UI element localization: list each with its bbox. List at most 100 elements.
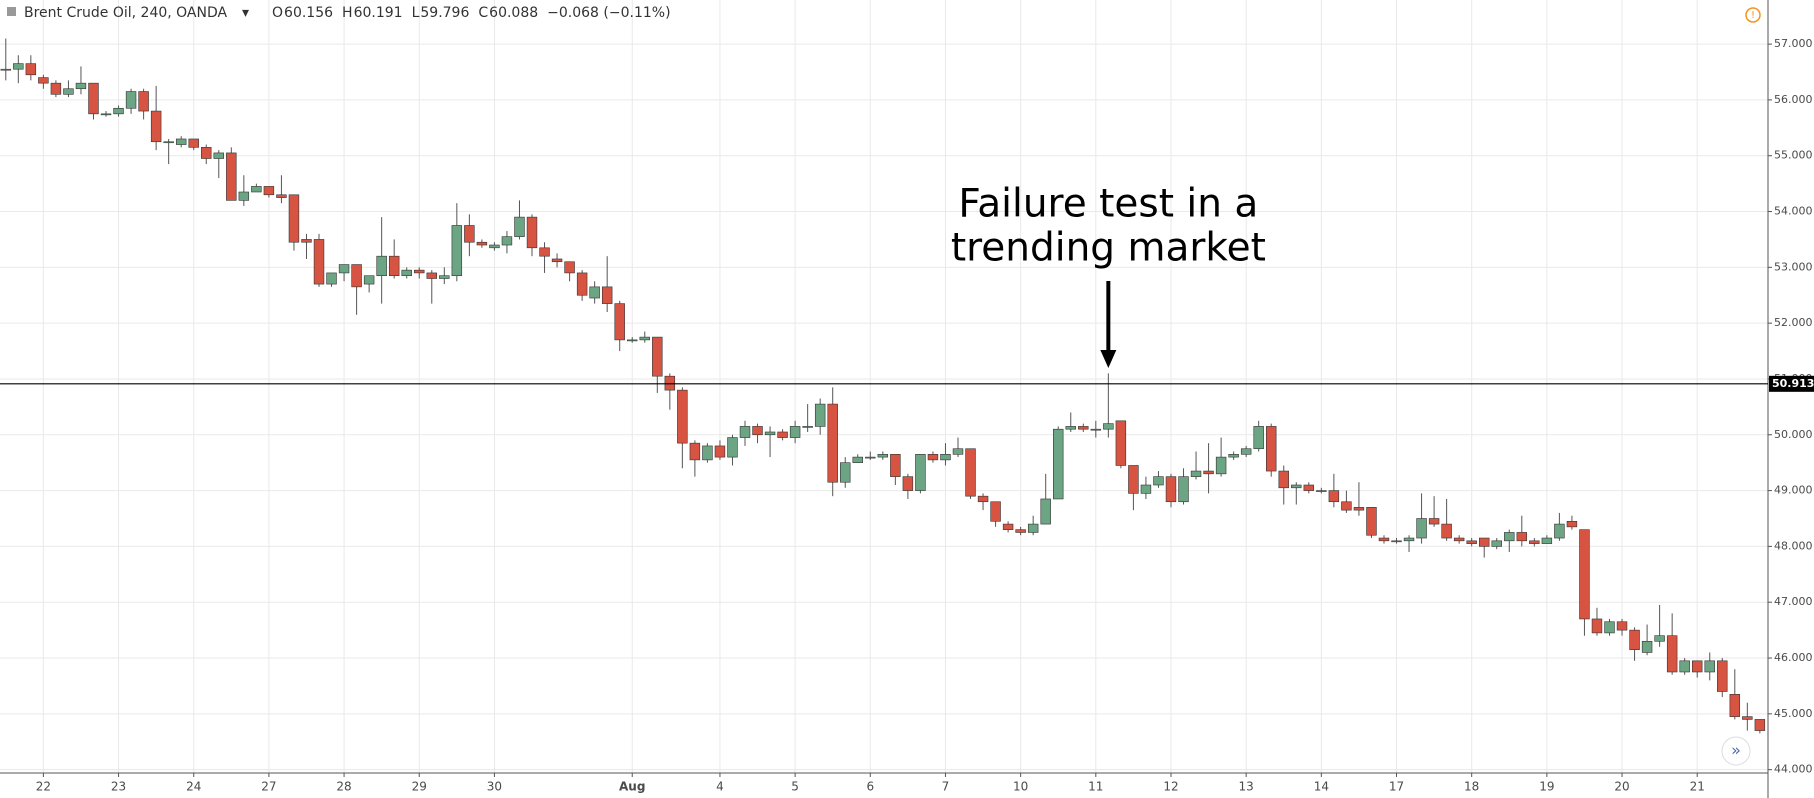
candle-body bbox=[890, 454, 901, 477]
candle-body bbox=[1729, 694, 1741, 717]
ohlc-value: 60.088 bbox=[489, 5, 538, 21]
candle-body bbox=[1654, 635, 1665, 642]
candle-body bbox=[251, 186, 262, 193]
y-tick-label: 48.000 bbox=[1774, 539, 1813, 552]
candle-body bbox=[376, 255, 387, 277]
x-tick-label: 19 bbox=[1539, 780, 1554, 794]
x-tick-label: 27 bbox=[261, 780, 276, 794]
candle-body bbox=[100, 113, 112, 116]
candle-body bbox=[401, 269, 412, 277]
candle-body bbox=[338, 264, 350, 274]
ohlc-label: C bbox=[478, 5, 488, 21]
candle-body bbox=[589, 286, 600, 299]
ohlc-label: L bbox=[412, 5, 420, 21]
candle-body bbox=[426, 272, 437, 279]
candle-body bbox=[689, 442, 701, 461]
candle-body bbox=[38, 77, 49, 84]
candle-body bbox=[877, 454, 889, 458]
alert-icon[interactable] bbox=[1745, 7, 1761, 23]
candle-body bbox=[1341, 501, 1352, 511]
candle-body bbox=[501, 236, 513, 246]
candle-body bbox=[1416, 518, 1427, 539]
candle-body bbox=[576, 272, 588, 296]
candle-body bbox=[1391, 540, 1402, 543]
symbol: Brent Crude Oil, 240, OANDA bbox=[24, 5, 228, 21]
candle-body bbox=[326, 272, 337, 285]
candle-body bbox=[476, 241, 488, 246]
candle-body bbox=[915, 454, 926, 491]
x-tick-label: 29 bbox=[412, 780, 427, 794]
candle-body bbox=[977, 495, 989, 503]
scroll-button[interactable] bbox=[1721, 736, 1751, 766]
y-tick-label: 53.000 bbox=[1774, 260, 1813, 273]
candle-body bbox=[276, 194, 287, 198]
candle-body bbox=[301, 239, 312, 243]
candle-body bbox=[363, 275, 375, 285]
x-tick-label: 10 bbox=[1013, 780, 1028, 794]
x-tick-label: 11 bbox=[1088, 780, 1103, 794]
x-tick-label: 20 bbox=[1614, 780, 1629, 794]
candle-body bbox=[1466, 540, 1477, 544]
y-tick-label: 57.000 bbox=[1774, 37, 1813, 50]
candle-body bbox=[902, 476, 914, 491]
candle-body bbox=[551, 258, 563, 263]
candle-body bbox=[288, 194, 300, 243]
candle-body bbox=[664, 375, 676, 391]
candle-body bbox=[1153, 476, 1164, 486]
candle-body bbox=[1453, 537, 1465, 542]
ohlc-header: O 60.156 H 60.191 L 59.796 C 60.088 −0.068 (−0.1… bbox=[272, 5, 671, 21]
candle-body bbox=[1679, 660, 1690, 673]
x-tick-label: 28 bbox=[336, 780, 351, 794]
candle-body bbox=[927, 454, 939, 461]
candle-body bbox=[652, 336, 663, 377]
candle-body bbox=[1140, 484, 1152, 494]
symbol-icon bbox=[7, 7, 16, 16]
candle-body bbox=[1403, 537, 1415, 542]
candle-body bbox=[1002, 523, 1014, 530]
y-tick-label: 50.000 bbox=[1774, 428, 1813, 441]
candle-body bbox=[814, 403, 826, 427]
candle-body bbox=[1178, 476, 1189, 503]
candle-body bbox=[313, 239, 325, 285]
candle-body bbox=[1742, 716, 1753, 720]
candle-body bbox=[990, 501, 1001, 522]
candle-body bbox=[1165, 476, 1177, 503]
y-tick-label: 46.000 bbox=[1774, 651, 1813, 664]
candle-body bbox=[1717, 660, 1728, 692]
candle-body bbox=[1666, 635, 1678, 673]
candle-body bbox=[564, 261, 575, 274]
candle-body bbox=[75, 82, 87, 90]
candle-body bbox=[113, 107, 124, 115]
candle-body bbox=[1691, 660, 1703, 673]
candle-body bbox=[213, 152, 224, 159]
candle-body bbox=[1529, 540, 1540, 544]
candle-body bbox=[1604, 621, 1615, 634]
candle-body bbox=[1316, 490, 1327, 492]
x-tick-label: Aug bbox=[619, 780, 645, 794]
candle-body bbox=[1566, 520, 1578, 528]
candle-body bbox=[175, 138, 187, 145]
candle-body bbox=[852, 456, 863, 463]
candle-body bbox=[1078, 426, 1089, 430]
x-tick-label: 22 bbox=[36, 780, 51, 794]
x-tick-label: 21 bbox=[1690, 780, 1705, 794]
x-tick-label: 12 bbox=[1163, 780, 1178, 794]
candle-body bbox=[752, 426, 763, 436]
candle-body bbox=[1278, 470, 1289, 489]
dropdown-arrow[interactable]: ▾ bbox=[242, 5, 249, 21]
candle-body bbox=[1491, 540, 1502, 547]
candle-body bbox=[802, 426, 813, 428]
candle-body bbox=[1541, 537, 1553, 544]
candle-body bbox=[0, 68, 12, 71]
y-tick-label: 52.000 bbox=[1774, 316, 1813, 329]
candle-body bbox=[1479, 537, 1490, 547]
candle-body bbox=[702, 445, 713, 461]
candle-body bbox=[1704, 660, 1715, 673]
candle-body bbox=[88, 82, 99, 115]
candle-body bbox=[1378, 537, 1390, 542]
candle-body bbox=[1754, 719, 1766, 731]
candle-body bbox=[1128, 465, 1139, 494]
candle-body bbox=[1428, 518, 1440, 525]
x-tick-label: 23 bbox=[111, 780, 126, 794]
candle-body bbox=[539, 247, 550, 257]
